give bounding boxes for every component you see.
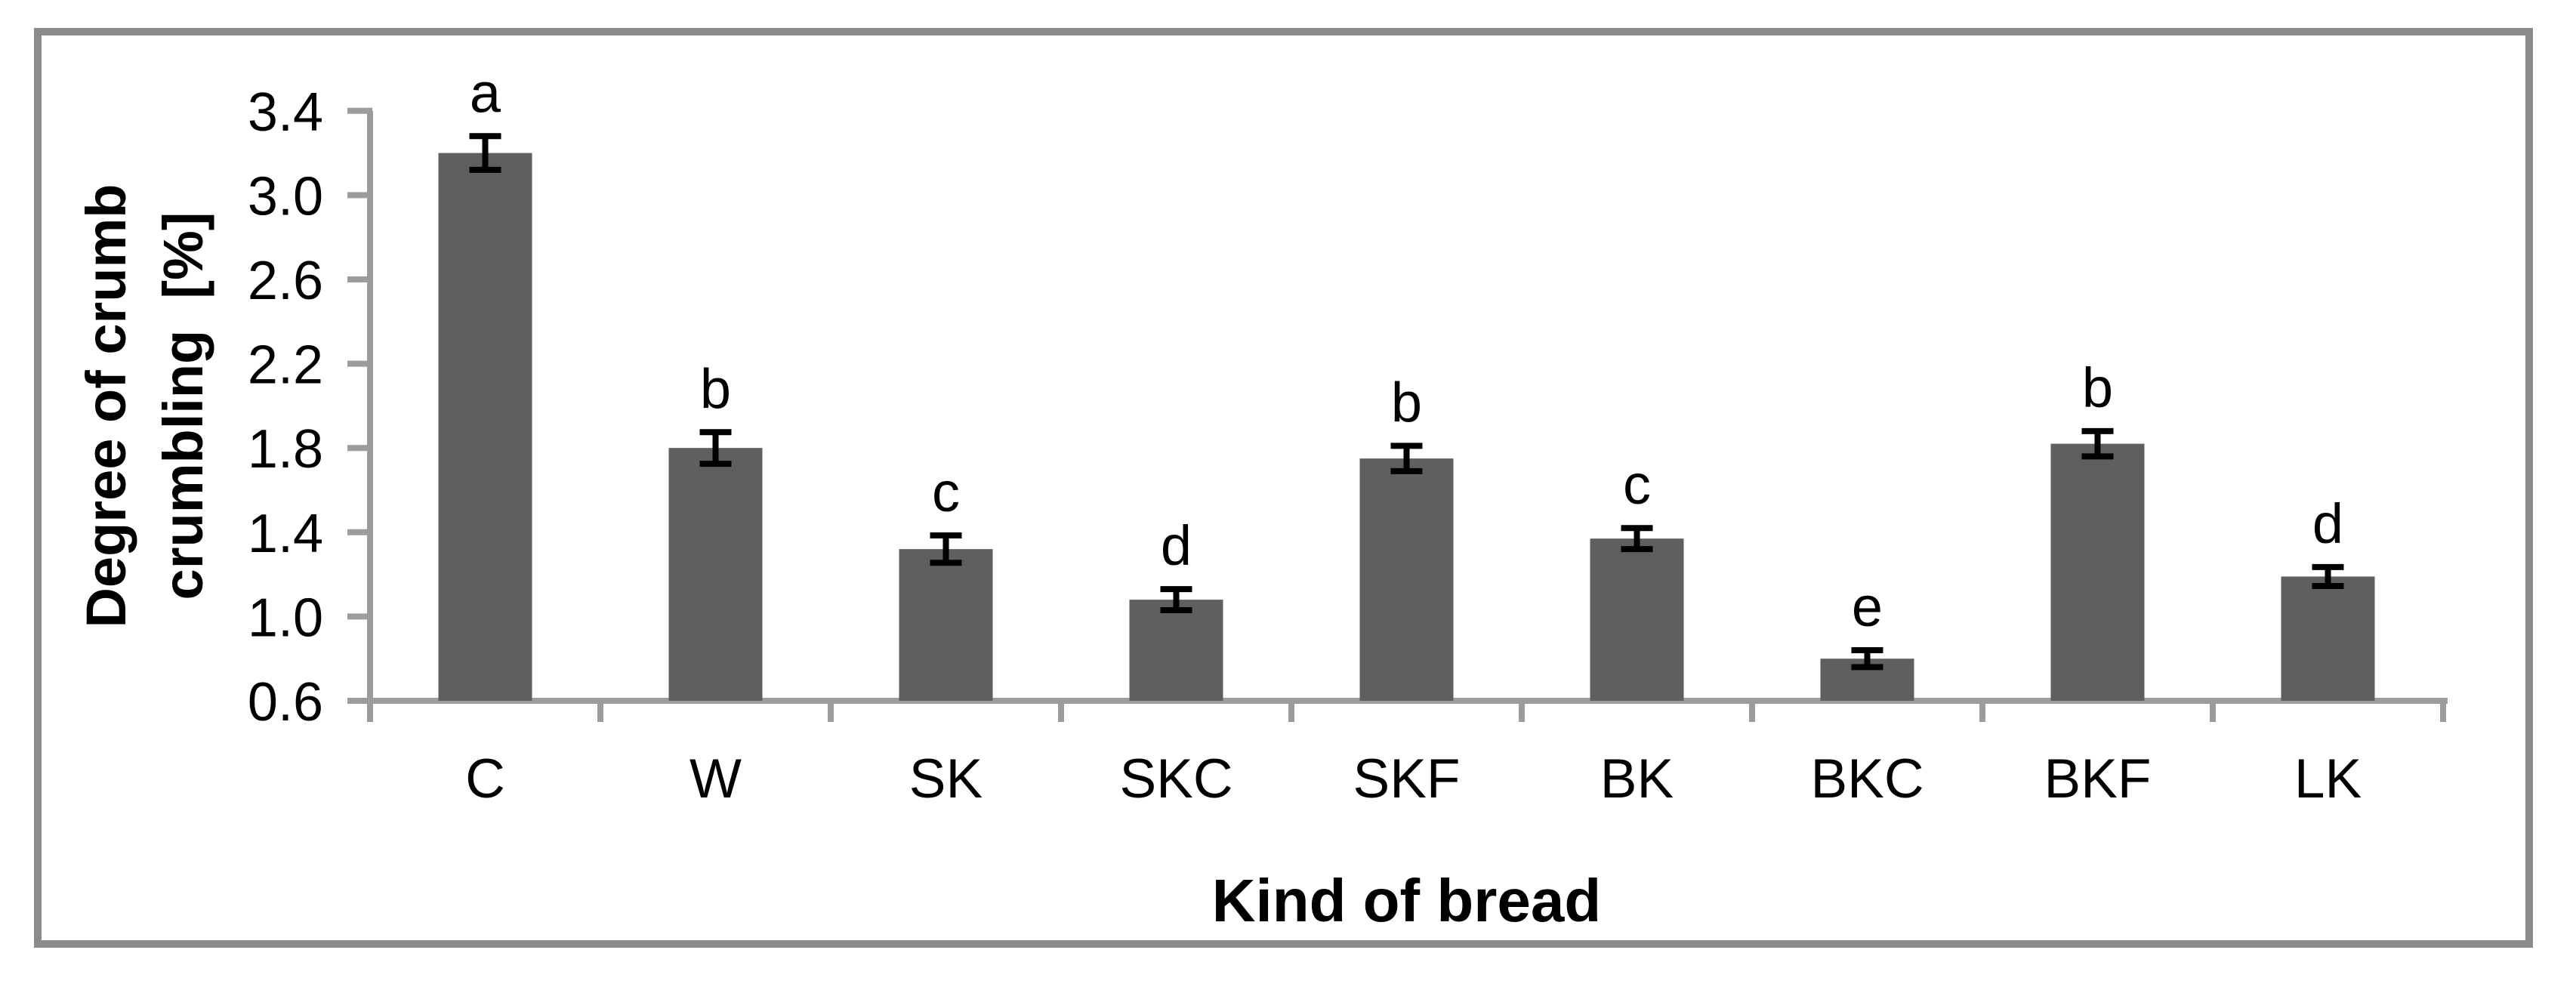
bar-bk	[1590, 538, 1684, 701]
y-axis-tick-label: 2.2	[248, 335, 323, 396]
x-category-label: SK	[909, 748, 983, 810]
significance-letter: b	[700, 357, 731, 420]
x-category-label: SKC	[1119, 748, 1232, 810]
bar-bkf	[2050, 443, 2145, 701]
y-axis-tick-label: 1.4	[248, 504, 323, 564]
significance-letter: b	[1391, 371, 1422, 433]
bar-skf	[1359, 458, 1454, 701]
significance-letter: b	[2082, 356, 2113, 419]
significance-letter: c	[1623, 453, 1651, 516]
y-axis-tick-label: 2.6	[248, 251, 323, 311]
significance-letter: a	[470, 61, 501, 124]
x-category-label: LK	[2294, 748, 2362, 810]
x-category-label: BK	[1600, 748, 1674, 810]
bar-c	[438, 153, 532, 702]
x-category-label: BKC	[1810, 748, 1924, 810]
bar-skc	[1129, 600, 1223, 701]
x-category-label: SKF	[1353, 748, 1461, 810]
significance-letter: d	[2312, 492, 2343, 555]
significance-letter: e	[1852, 575, 1883, 638]
x-category-label: BKF	[2044, 748, 2152, 810]
y-axis-tick-label: 0.6	[248, 672, 323, 733]
significance-letter: d	[1161, 514, 1192, 577]
y-axis-title-line1: Degree of crumb	[75, 184, 137, 628]
y-axis-tick-label: 1.0	[248, 588, 323, 648]
x-axis-title: Kind of bread	[1212, 867, 1602, 934]
bar-lk	[2281, 576, 2375, 701]
bar-w	[668, 448, 763, 701]
y-axis-tick-label: 1.8	[248, 419, 323, 480]
y-axis-tick-label: 3.4	[248, 82, 323, 143]
y-axis-tick-label: 3.0	[248, 166, 323, 227]
x-category-label: C	[465, 748, 505, 810]
x-category-label: W	[690, 748, 742, 810]
bar-sk	[899, 549, 993, 701]
y-axis-title-line2: crumbling [%]	[152, 212, 214, 600]
significance-letter: c	[932, 461, 960, 523]
chart-border-frame	[34, 28, 2533, 948]
